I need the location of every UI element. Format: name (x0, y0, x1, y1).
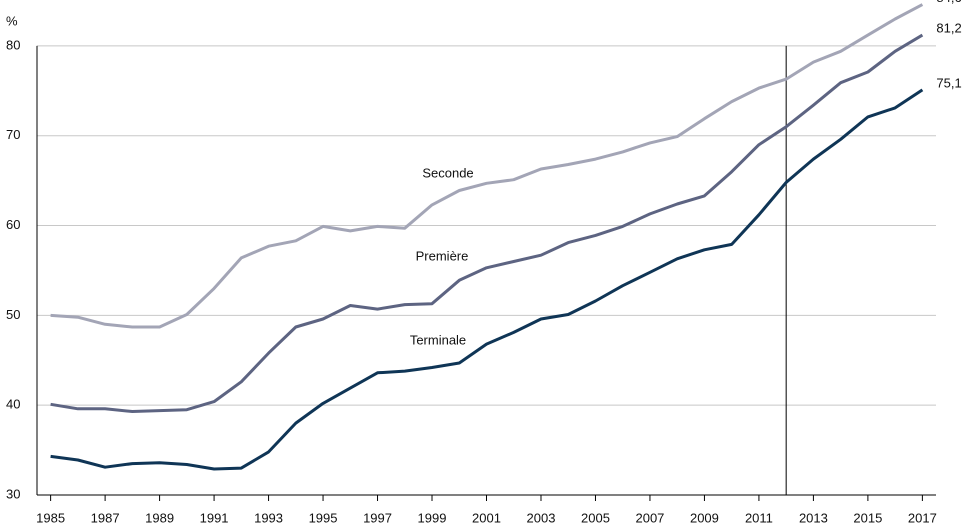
y-tick-label: 70 (6, 127, 20, 142)
x-tick-label: 1997 (363, 510, 392, 525)
x-tick-label: 1985 (36, 510, 65, 525)
x-tick-label: 1993 (254, 510, 283, 525)
series-label: Terminale (410, 332, 466, 347)
x-tick-label: 2011 (745, 510, 773, 525)
x-tick-label: 1995 (309, 510, 338, 525)
x-tick-label: 2015 (853, 510, 882, 525)
x-tick-label: 2003 (527, 510, 556, 525)
series-line (50, 3, 924, 329)
x-tick-label: 2009 (690, 510, 719, 525)
series-line (50, 88, 924, 471)
x-tick-label: 2007 (635, 510, 664, 525)
y-tick-label: 80 (6, 37, 20, 52)
y-tick-label: 60 (6, 217, 20, 232)
value-label: 81,2 (936, 21, 961, 36)
x-tick-label: 2013 (799, 510, 828, 525)
x-tick-label: 2005 (581, 510, 610, 525)
x-tick-label: 1987 (91, 510, 120, 525)
y-tick-label: 30 (6, 486, 20, 501)
x-tick-label: 2001 (472, 510, 501, 525)
y-axis-unit: % (6, 13, 18, 28)
series-label: Première (416, 248, 469, 263)
y-tick-label: 40 (6, 397, 20, 412)
x-tick-label: 1991 (200, 510, 229, 525)
y-tick-label: 50 (6, 307, 20, 322)
x-tick-label: 1999 (418, 510, 447, 525)
series-label: Seconde (422, 165, 473, 180)
x-tick-label: 2017 (908, 510, 937, 525)
value-label: 75,1 (936, 75, 961, 90)
x-tick-label: 1989 (145, 510, 174, 525)
value-label: 84,6 (936, 0, 961, 5)
series-line (50, 33, 924, 413)
